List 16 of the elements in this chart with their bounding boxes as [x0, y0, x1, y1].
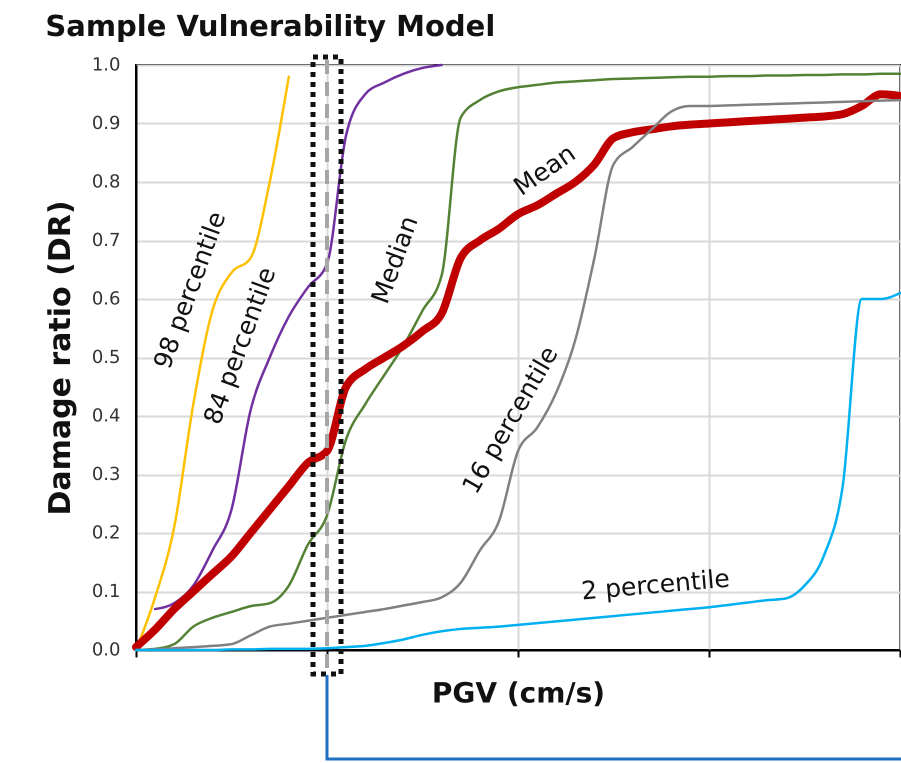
y-tick-label: 0.3 — [92, 464, 120, 485]
line-series — [154, 64, 443, 610]
y-tick-label: 1.0 — [92, 54, 120, 76]
y-tick-label: 0.5 — [92, 347, 120, 368]
y-tick-label: 0.8 — [92, 172, 120, 192]
chart-title: Sample Vulnerability Model — [45, 9, 496, 43]
y-axis-title: Damage ratio (DR) — [42, 200, 78, 516]
y-tick-label: 0.9 — [92, 113, 120, 134]
x-axis-title: PGV (cm/s) — [432, 676, 606, 710]
y-tick-label: 0.4 — [92, 406, 120, 426]
series-label: 2 percentile — [580, 564, 731, 606]
y-tick-label: 0.6 — [92, 288, 120, 310]
y-tick-label: 0.1 — [92, 581, 120, 602]
y-tick-label: 0.2 — [92, 522, 120, 544]
y-tick-label: 0.7 — [92, 230, 120, 251]
y-tick-label: 0.0 — [92, 640, 120, 660]
